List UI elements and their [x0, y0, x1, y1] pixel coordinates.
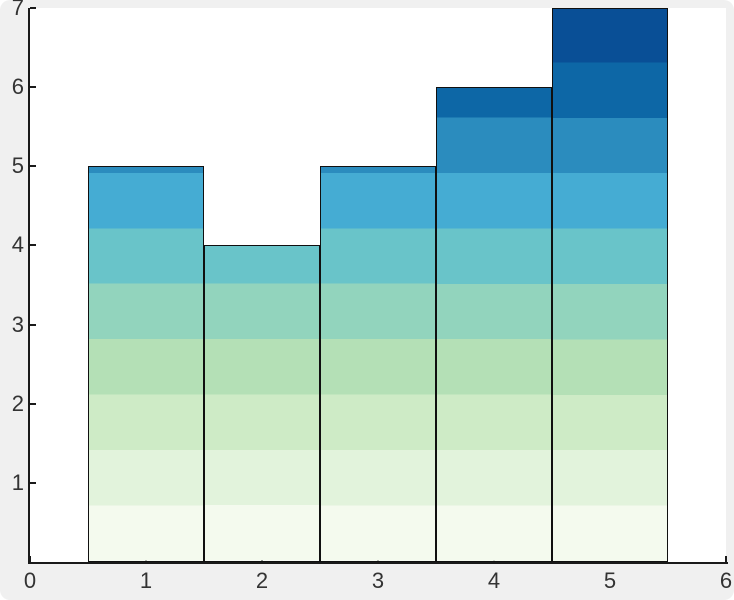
y-tick-label: 1: [11, 469, 24, 495]
x-tick-label: 1: [139, 568, 153, 593]
y-tick: [30, 86, 36, 89]
y-axis-line: [28, 8, 30, 564]
y-tick-label: 5: [11, 153, 24, 179]
bar-x1: [88, 166, 204, 562]
x-tick-label: 6: [719, 568, 733, 593]
x-tick-label: 4: [487, 568, 501, 593]
bar-x3: [320, 166, 436, 562]
bar-x2: [204, 245, 320, 562]
x-tick-label: 5: [603, 568, 617, 593]
plot-area: [29, 7, 727, 562]
bar-x5: [552, 8, 668, 562]
x-tick-label: 2: [255, 568, 269, 593]
x-tick: [29, 556, 31, 562]
x-tick: [725, 556, 727, 562]
y-tick-label: 6: [11, 74, 24, 100]
y-tick-label: 4: [11, 232, 24, 258]
y-tick-label: 2: [11, 390, 24, 416]
x-tick-label: 0: [23, 568, 37, 593]
y-tick: [30, 7, 36, 9]
y-tick: [30, 165, 36, 168]
bar-x4: [436, 87, 552, 562]
x-tick-label: 3: [371, 568, 385, 593]
y-tick-label: 7: [11, 0, 24, 20]
y-tick: [30, 402, 36, 405]
x-axis-line: [28, 562, 728, 564]
y-tick: [30, 481, 36, 484]
y-tick-label: 3: [11, 311, 24, 337]
y-tick: [30, 244, 36, 247]
y-tick: [30, 323, 36, 326]
